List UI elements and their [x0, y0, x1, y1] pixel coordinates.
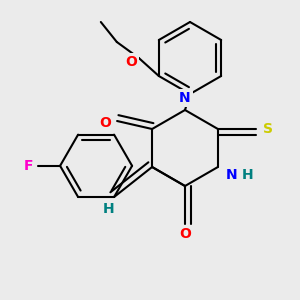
Text: H: H [102, 202, 114, 216]
Text: S: S [263, 122, 273, 136]
Text: N: N [179, 91, 191, 105]
Text: O: O [179, 227, 191, 241]
Text: O: O [99, 116, 111, 130]
Text: N: N [226, 168, 238, 182]
Text: F: F [23, 159, 33, 173]
Text: O: O [125, 55, 137, 69]
Text: H: H [242, 168, 254, 182]
